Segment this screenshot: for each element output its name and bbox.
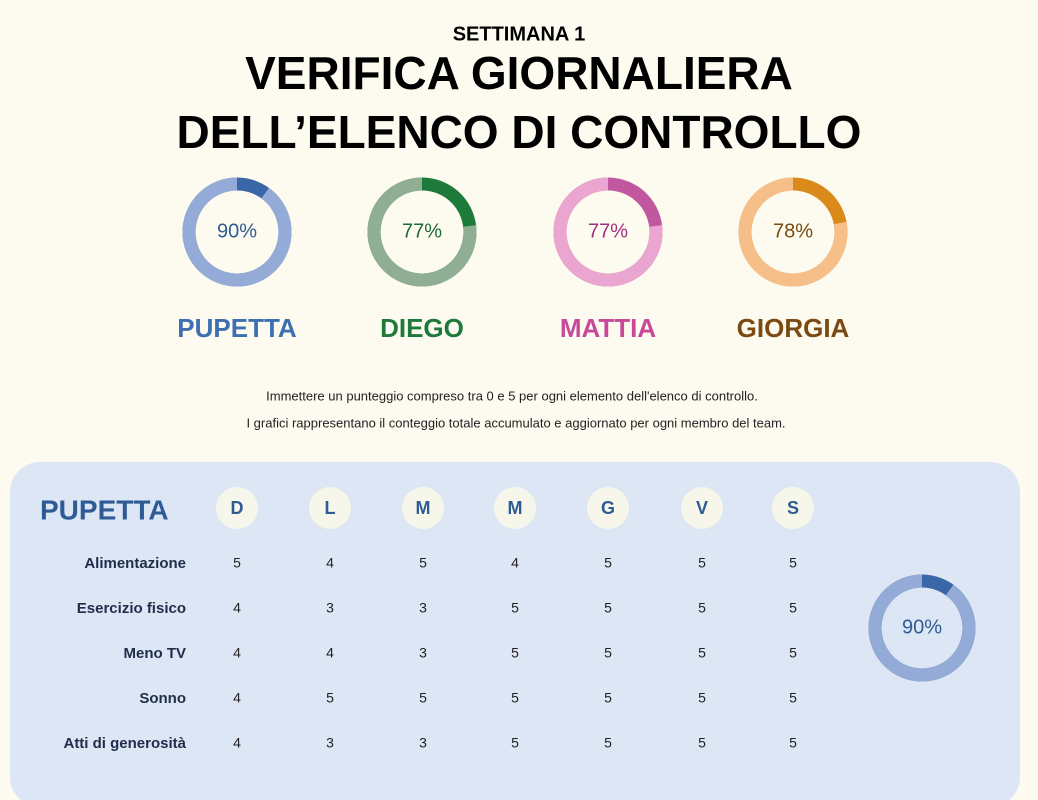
day-badge <box>402 487 444 529</box>
instruction: I grafici rappresentano il conteggio tot… <box>246 415 785 430</box>
score: 5 <box>511 645 519 661</box>
score: 5 <box>698 735 706 751</box>
member-name: PUPETTA <box>177 313 297 343</box>
score: 4 <box>326 645 334 661</box>
day-badge <box>494 487 536 529</box>
donut-label: 77% <box>588 220 628 242</box>
score: 3 <box>419 735 427 751</box>
score: 5 <box>511 690 519 706</box>
day-label: M <box>416 498 431 518</box>
row-label: Atti di generosità <box>63 735 186 752</box>
day-label: M <box>508 498 523 518</box>
score: 5 <box>604 600 612 616</box>
donut-label: 90% <box>217 220 257 242</box>
score: 5 <box>604 690 612 706</box>
row-label: Meno TV <box>124 645 187 662</box>
donut-arc <box>868 574 976 682</box>
score: 4 <box>511 555 519 571</box>
score: 5 <box>698 690 706 706</box>
score: 3 <box>419 600 427 616</box>
score: 5 <box>789 645 797 661</box>
score: 5 <box>604 735 612 751</box>
row-label: Alimentazione <box>84 555 186 572</box>
score: 5 <box>789 735 797 751</box>
score: 5 <box>698 555 706 571</box>
day-badge <box>681 487 723 529</box>
score: 5 <box>326 690 334 706</box>
score: 5 <box>419 555 427 571</box>
day-badge <box>216 487 258 529</box>
day-label: D <box>231 498 244 518</box>
score: 5 <box>604 645 612 661</box>
score: 5 <box>698 645 706 661</box>
panel-name: PUPETTA <box>40 494 169 525</box>
donut-arc <box>182 177 292 287</box>
score: 5 <box>511 735 519 751</box>
donut-label: 78% <box>773 220 813 242</box>
donut-arc <box>738 177 848 287</box>
donut-label: 77% <box>402 220 442 242</box>
score: 4 <box>326 555 334 571</box>
score: 4 <box>233 645 241 661</box>
title: DELL’ELENCO DI CONTROLLO <box>177 106 862 158</box>
score: 3 <box>419 645 427 661</box>
day-label: L <box>325 498 336 518</box>
score: 3 <box>326 735 334 751</box>
score: 5 <box>789 690 797 706</box>
score: 5 <box>698 600 706 616</box>
day-badge <box>587 487 629 529</box>
day-label: S <box>787 498 799 518</box>
score: 4 <box>233 600 241 616</box>
instruction: Immettere un punteggio compreso tra 0 e … <box>266 388 758 403</box>
member-name: DIEGO <box>380 313 464 343</box>
subtitle: SETTIMANA 1 <box>453 23 586 45</box>
score: 5 <box>233 555 241 571</box>
score: 5 <box>511 600 519 616</box>
score: 5 <box>789 600 797 616</box>
score: 3 <box>326 600 334 616</box>
score: 5 <box>419 690 427 706</box>
score: 5 <box>789 555 797 571</box>
day-badge <box>309 487 351 529</box>
donut-arc <box>367 177 477 287</box>
donut-arc <box>553 177 663 287</box>
score: 4 <box>233 735 241 751</box>
row-label: Esercizio fisico <box>77 600 186 617</box>
panel <box>10 462 1020 800</box>
title: VERIFICA GIORNALIERA <box>245 47 793 99</box>
score: 5 <box>604 555 612 571</box>
score: 4 <box>233 690 241 706</box>
member-name: MATTIA <box>560 313 656 343</box>
member-name: GIORGIA <box>737 313 850 343</box>
day-label: G <box>601 498 615 518</box>
day-badge <box>772 487 814 529</box>
donut-label: 90% <box>902 616 942 638</box>
day-label: V <box>696 498 708 518</box>
row-label: Sonno <box>139 690 186 707</box>
